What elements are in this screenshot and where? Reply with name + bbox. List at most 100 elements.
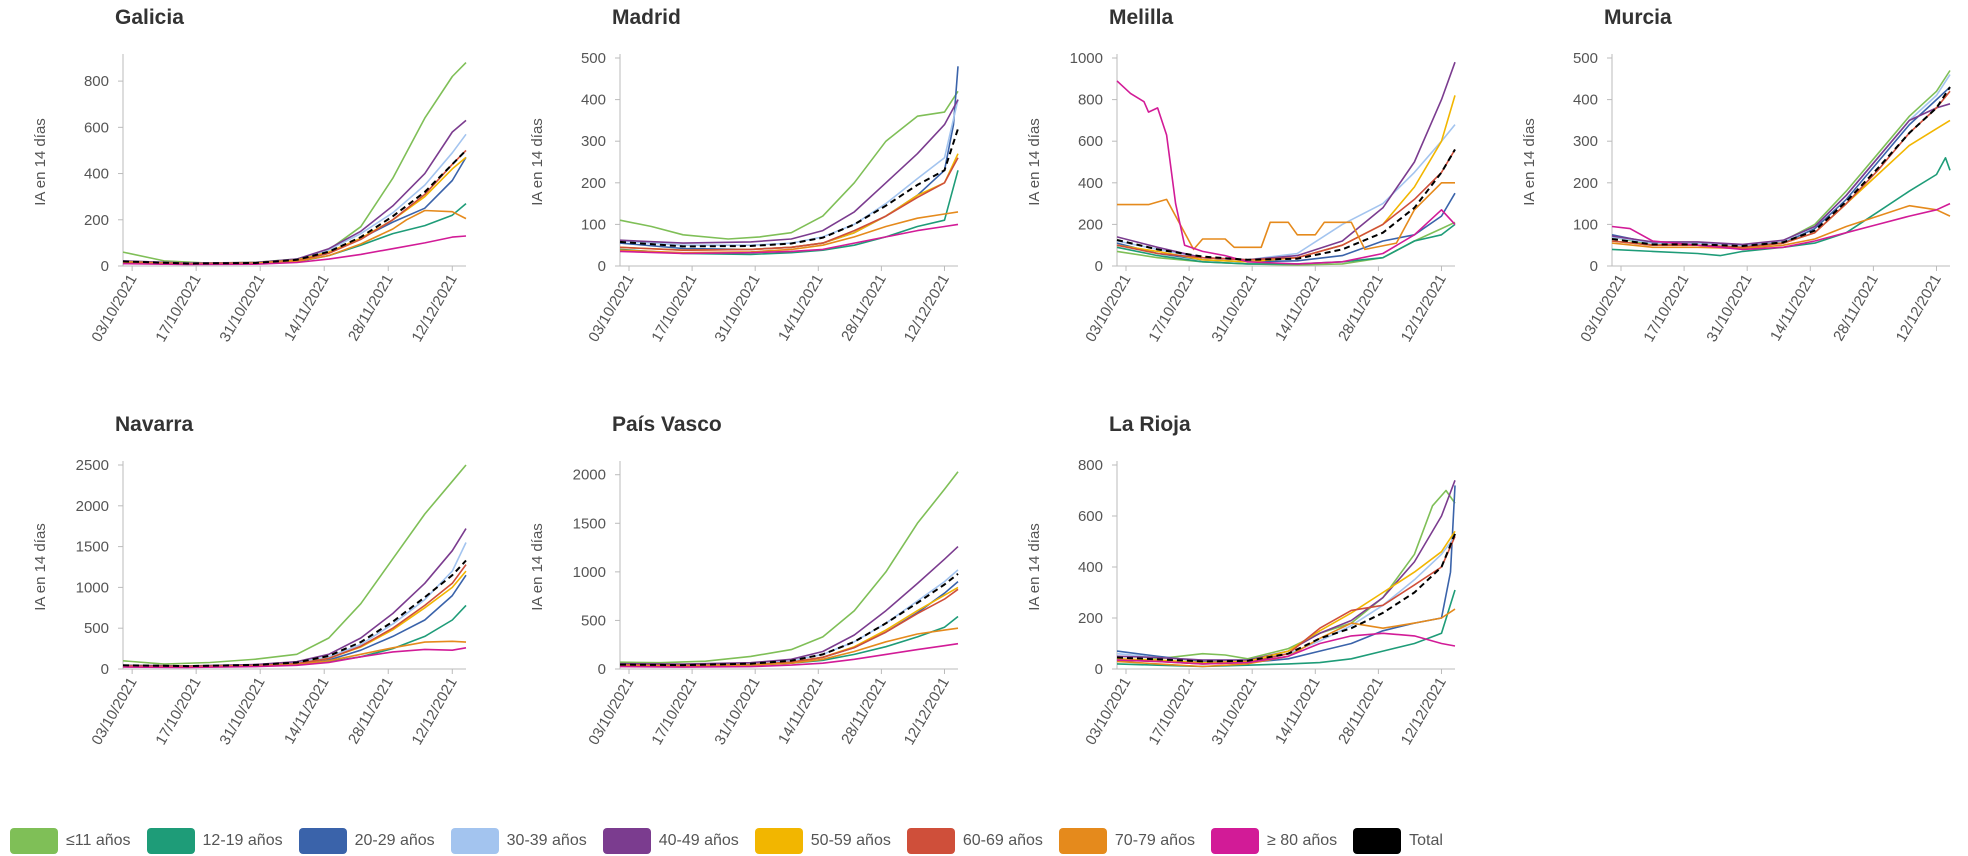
panel-title: País Vasco xyxy=(612,413,722,436)
panel-navarra: Navarra IA en 14 días 0 500 1000 1500 2000 2500… xyxy=(32,413,467,749)
y-tick-label: 0 xyxy=(598,258,606,275)
legend-swatch xyxy=(1210,828,1259,854)
legend-swatch xyxy=(602,828,651,854)
legend-label: 20-29 años xyxy=(354,832,435,849)
series-line-a60 xyxy=(1611,90,1951,249)
y-tick-label: 0 xyxy=(598,661,606,678)
y-tick-label: 500 xyxy=(1573,50,1598,67)
series-line-a50 xyxy=(619,586,959,667)
panel-la-rioja: La Rioja IA en 14 días 0 200 400 600 800 03/10/… xyxy=(1026,413,1456,749)
y-tick-label: 100 xyxy=(1573,216,1598,233)
x-tick-label: 31/10/2021 xyxy=(216,675,268,749)
series-line-a60 xyxy=(619,588,959,667)
y-tick-label: 800 xyxy=(1078,92,1103,109)
series-line-le11 xyxy=(619,471,959,664)
series-line-a70 xyxy=(1116,608,1456,668)
x-tick-label: 12/12/2021 xyxy=(1398,272,1450,346)
series-line-le11 xyxy=(122,62,467,265)
y-tick-label: 600 xyxy=(1078,508,1103,525)
x-tick-label: 28/11/2021 xyxy=(1830,272,1882,345)
y-tick-label: 200 xyxy=(581,175,606,192)
y-tick-label: 200 xyxy=(1573,175,1598,192)
x-tick-label: 17/10/2021 xyxy=(1145,675,1197,749)
series-line-ge80 xyxy=(619,642,959,668)
y-tick-label: 1000 xyxy=(1070,50,1103,67)
panel-title: Galicia xyxy=(115,6,184,29)
y-axis-label: IA en 14 días xyxy=(1521,118,1538,206)
y-tick-label: 200 xyxy=(84,212,109,229)
x-tick-label: 14/11/2021 xyxy=(1272,675,1324,748)
x-tick-label: 14/11/2021 xyxy=(281,272,333,345)
x-tick-label: 28/11/2021 xyxy=(345,675,397,748)
y-tick-label: 400 xyxy=(581,92,606,109)
x-tick-label: 17/10/2021 xyxy=(648,675,700,749)
series-line-ge80 xyxy=(1116,632,1456,665)
panel-title: Murcia xyxy=(1604,6,1672,29)
panel-país-vasco: País Vasco IA en 14 días 0 500 1000 1500 2000 0… xyxy=(529,413,959,749)
x-tick-label: 17/10/2021 xyxy=(1145,272,1197,346)
series-line-a60 xyxy=(122,149,467,265)
series-line-le11 xyxy=(619,90,959,240)
y-tick-label: 1000 xyxy=(573,564,606,581)
x-tick-label: 31/10/2021 xyxy=(1208,675,1260,749)
panel-galicia: Galicia IA en 14 días 0 200 400 600 800 03/10/2… xyxy=(32,6,467,346)
series-line-a30 xyxy=(1611,74,1951,246)
y-tick-label: 400 xyxy=(1078,175,1103,192)
series-line-a40 xyxy=(1611,103,1951,246)
legend-item-a20[interactable]: 20-29 años xyxy=(298,828,435,854)
legend-item-a50[interactable]: 50-59 años xyxy=(754,828,891,854)
small-multiples-chart: Galicia IA en 14 días 0 200 400 600 800 03/10/2… xyxy=(32,6,1951,749)
x-tick-label: 28/11/2021 xyxy=(838,675,890,748)
series-line-ge80 xyxy=(122,647,467,669)
series-line-le11 xyxy=(122,464,467,665)
legend-item-a70[interactable]: 70-79 años xyxy=(1058,828,1195,854)
series-line-a40 xyxy=(619,99,959,244)
legend-item-le11[interactable]: ≤11 años xyxy=(10,828,131,854)
y-tick-label: 2000 xyxy=(573,467,606,484)
series-line-a50 xyxy=(122,156,467,265)
y-axis-label: IA en 14 días xyxy=(32,523,49,611)
x-tick-label: 03/10/2021 xyxy=(88,675,140,749)
legend-swatch xyxy=(450,828,499,854)
y-tick-label: 600 xyxy=(84,119,109,136)
series-line-total xyxy=(1611,86,1951,247)
x-tick-label: 17/10/2021 xyxy=(152,675,204,749)
y-tick-label: 800 xyxy=(84,73,109,90)
y-tick-label: 300 xyxy=(581,133,606,150)
legend-item-ge80[interactable]: ≥ 80 años xyxy=(1210,828,1337,854)
x-tick-label: 12/12/2021 xyxy=(901,675,953,749)
y-tick-label: 400 xyxy=(1078,559,1103,576)
y-tick-label: 1500 xyxy=(573,515,606,532)
legend-item-a40[interactable]: 40-49 años xyxy=(602,828,739,854)
legend-swatch xyxy=(906,828,955,854)
legend-item-total[interactable]: Total xyxy=(1353,828,1443,854)
x-tick-label: 03/10/2021 xyxy=(585,675,637,749)
x-tick-label: 12/12/2021 xyxy=(408,272,460,346)
x-tick-label: 14/11/2021 xyxy=(1272,272,1324,345)
panel-madrid: Madrid IA en 14 días 0 100 200 300 400 500 03/10… xyxy=(529,6,959,346)
legend-swatch xyxy=(1058,828,1107,854)
legend-swatch xyxy=(146,828,195,854)
legend-item-a60[interactable]: 60-69 años xyxy=(906,828,1043,854)
x-tick-label: 14/11/2021 xyxy=(775,272,827,345)
x-tick-label: 28/11/2021 xyxy=(345,272,397,345)
x-tick-label: 17/10/2021 xyxy=(648,272,700,346)
series-line-a60 xyxy=(619,157,959,251)
series-line-a12 xyxy=(619,170,959,256)
series-line-total xyxy=(619,128,959,248)
legend-label: 30-39 años xyxy=(506,832,587,849)
series-line-total xyxy=(1116,148,1456,261)
y-tick-label: 800 xyxy=(1078,457,1103,474)
x-tick-label: 31/10/2021 xyxy=(711,272,763,346)
y-axis-label: IA en 14 días xyxy=(32,118,49,206)
legend-item-a30[interactable]: 30-39 años xyxy=(450,828,587,854)
series-line-total xyxy=(122,149,467,265)
series-line-a60 xyxy=(1116,149,1456,261)
y-tick-label: 500 xyxy=(581,612,606,629)
series-line-le11 xyxy=(1116,221,1456,266)
y-tick-label: 500 xyxy=(581,50,606,67)
x-tick-label: 03/10/2021 xyxy=(1082,675,1134,749)
series-line-ge80 xyxy=(1116,80,1456,265)
x-tick-label: 03/10/2021 xyxy=(585,272,637,346)
legend-item-a12[interactable]: 12-19 años xyxy=(146,828,283,854)
